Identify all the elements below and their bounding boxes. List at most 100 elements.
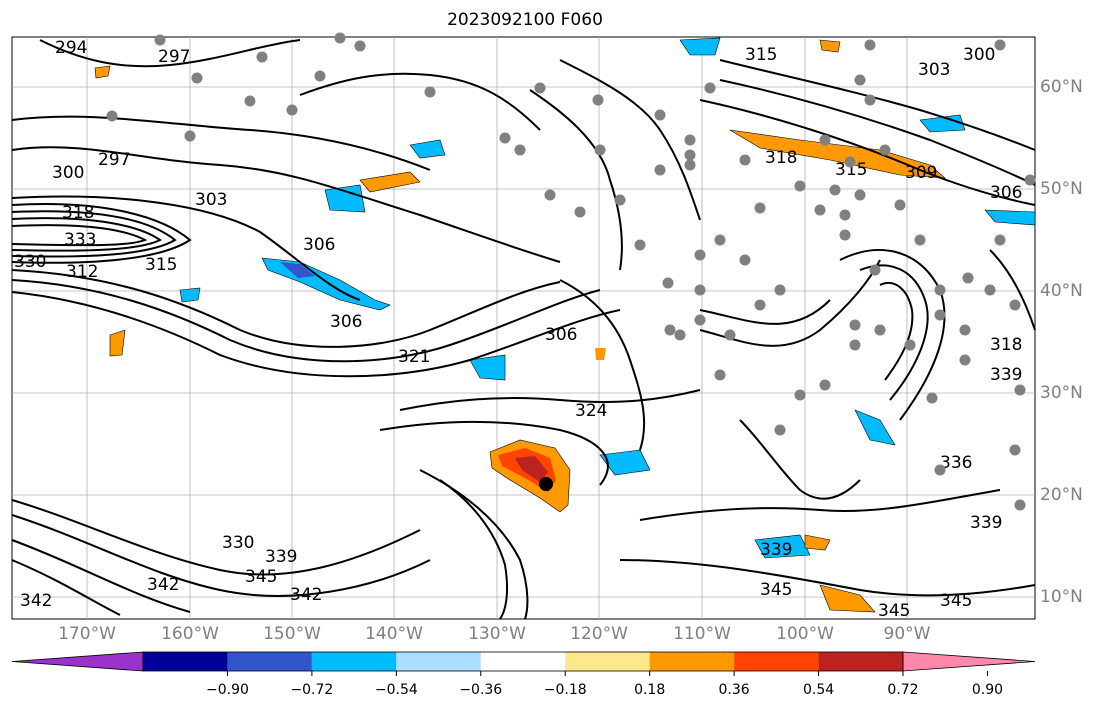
station-dot bbox=[849, 339, 861, 351]
station-dot bbox=[934, 309, 946, 321]
contour-label: 330 bbox=[222, 533, 254, 553]
contour-label: 312 bbox=[66, 262, 98, 282]
shade-cyclone-inner bbox=[515, 456, 548, 482]
station-dot bbox=[662, 277, 674, 289]
station-dot bbox=[739, 154, 751, 166]
contour-label: 306 bbox=[330, 312, 362, 332]
colorbar-tick-label: 0.36 bbox=[718, 682, 750, 698]
station-dot bbox=[534, 82, 546, 94]
station-dots bbox=[106, 32, 1036, 511]
shaded-areas bbox=[94, 37, 1036, 613]
station-dot bbox=[959, 324, 971, 336]
latitude-label: 30°N bbox=[1040, 383, 1083, 403]
colorbar-tick-label: −0.18 bbox=[543, 682, 587, 698]
station-dot bbox=[634, 239, 646, 251]
latitude-label: 20°N bbox=[1040, 485, 1083, 505]
station-dot bbox=[739, 254, 751, 266]
colorbar-segment bbox=[565, 652, 650, 671]
station-dot bbox=[934, 284, 946, 296]
contour-label: 315 bbox=[745, 45, 777, 65]
contour-label: 336 bbox=[940, 453, 972, 473]
station-dot bbox=[839, 229, 851, 241]
shade-positive bbox=[94, 65, 111, 79]
contour-label: 315 bbox=[145, 255, 177, 275]
longitude-label: 110°W bbox=[673, 624, 731, 644]
colorbar-segment bbox=[227, 652, 312, 671]
station-dot bbox=[314, 70, 326, 82]
station-dot bbox=[1024, 174, 1036, 186]
shade-negative bbox=[854, 409, 896, 446]
station-dot bbox=[544, 189, 556, 201]
station-dot bbox=[106, 110, 118, 122]
colorbar-tick-label: −0.72 bbox=[290, 682, 334, 698]
contour-label: 345 bbox=[878, 601, 910, 621]
station-dot bbox=[256, 51, 268, 63]
colorbar-segment bbox=[143, 652, 228, 671]
map-title: 2023092100 F060 bbox=[447, 10, 603, 30]
station-dot bbox=[854, 189, 866, 201]
station-dot bbox=[754, 202, 766, 214]
contour-label: 297 bbox=[158, 47, 190, 67]
station-dot bbox=[984, 284, 996, 296]
shade-positive bbox=[819, 584, 876, 613]
station-dot bbox=[894, 199, 906, 211]
station-dot bbox=[191, 72, 203, 84]
contour-label: 339 bbox=[990, 365, 1022, 385]
longitude-label: 100°W bbox=[776, 624, 834, 644]
shade-negative bbox=[469, 354, 506, 381]
colorbar-segment bbox=[396, 652, 481, 671]
contour-label: 306 bbox=[990, 183, 1022, 203]
station-dot bbox=[959, 354, 971, 366]
contour-label: 345 bbox=[760, 580, 792, 600]
contour-labels: 294 297 300 297 303 312 318 330 333 315 … bbox=[14, 38, 1022, 621]
station-dot bbox=[904, 339, 916, 351]
shade-positive bbox=[359, 171, 421, 193]
shade-negative bbox=[984, 209, 1036, 226]
station-dot bbox=[154, 34, 166, 46]
shade-positive bbox=[595, 348, 606, 360]
latitude-label: 10°N bbox=[1040, 587, 1083, 607]
longitude-label: 160°W bbox=[161, 624, 219, 644]
station-dot bbox=[664, 324, 676, 336]
colorbar-tick-label: 0.90 bbox=[971, 682, 1004, 698]
station-dot bbox=[354, 40, 366, 52]
colorbar-frame bbox=[142, 651, 904, 672]
station-dot bbox=[844, 156, 856, 168]
station-dot bbox=[724, 329, 736, 341]
station-dot bbox=[994, 234, 1006, 246]
colorbar-extend-high bbox=[902, 651, 1036, 672]
colorbar-tick-label: 0.54 bbox=[802, 682, 835, 698]
contour-label: 297 bbox=[98, 150, 130, 170]
contour-label: 306 bbox=[303, 235, 335, 255]
station-dot bbox=[926, 392, 938, 404]
station-dot bbox=[286, 104, 298, 116]
contour-label: 309 bbox=[905, 163, 937, 183]
contour-label: 300 bbox=[52, 163, 84, 183]
station-dot bbox=[714, 369, 726, 381]
contour-label: 303 bbox=[918, 60, 950, 80]
longitude-label: 140°W bbox=[365, 624, 423, 644]
station-dot bbox=[592, 94, 604, 106]
shade-negative bbox=[679, 37, 721, 56]
station-dot bbox=[694, 249, 706, 261]
contour-label: 300 bbox=[963, 45, 995, 65]
station-dot bbox=[839, 209, 851, 221]
colorbar-extend-low bbox=[11, 651, 144, 672]
station-dot bbox=[424, 86, 436, 98]
station-dot bbox=[914, 234, 926, 246]
colorbar bbox=[11, 651, 1036, 676]
shade-negative bbox=[754, 534, 811, 559]
station-dot bbox=[994, 39, 1006, 51]
station-dot bbox=[879, 144, 891, 156]
latitude-label: 40°N bbox=[1040, 281, 1083, 301]
station-dot bbox=[774, 284, 786, 296]
longitude-label: 150°W bbox=[263, 624, 321, 644]
longitude-label: 170°W bbox=[58, 624, 116, 644]
station-dot bbox=[819, 379, 831, 391]
station-dot bbox=[874, 324, 886, 336]
contour-label: 342 bbox=[147, 575, 179, 595]
station-dot bbox=[574, 206, 586, 218]
contour-label: 318 bbox=[62, 203, 94, 223]
station-dot bbox=[819, 134, 831, 146]
